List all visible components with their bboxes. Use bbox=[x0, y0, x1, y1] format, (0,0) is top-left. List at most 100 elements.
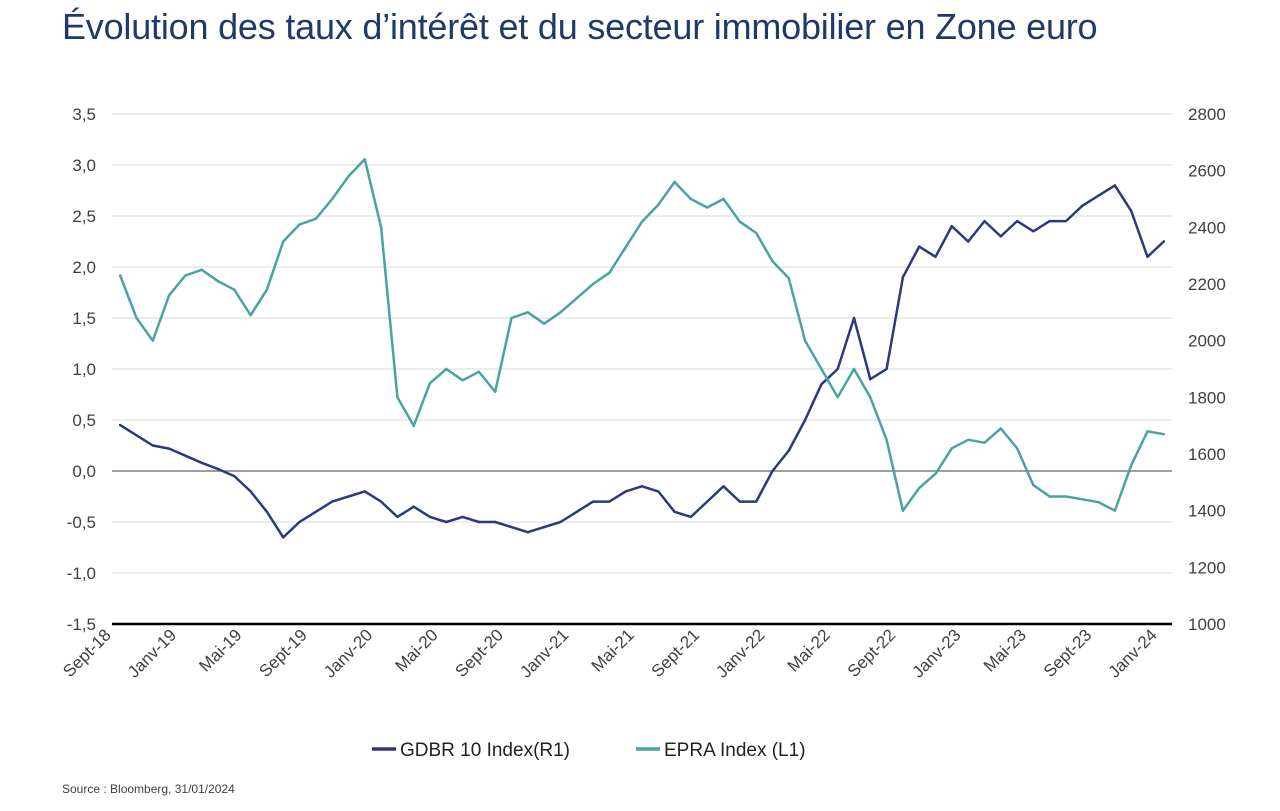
data-point bbox=[934, 472, 937, 475]
data-point bbox=[1081, 498, 1084, 501]
data-point bbox=[510, 525, 513, 529]
data-point bbox=[298, 520, 301, 524]
data-point bbox=[151, 444, 154, 447]
x-tick-label: Janv-21 bbox=[516, 625, 572, 681]
data-point bbox=[657, 203, 660, 206]
x-tick-label: Janv-24 bbox=[1105, 625, 1161, 681]
data-point bbox=[967, 240, 970, 243]
series-line bbox=[118, 184, 1166, 539]
data-point bbox=[249, 490, 252, 493]
data-point bbox=[967, 438, 970, 441]
data-point bbox=[722, 197, 725, 201]
data-point bbox=[640, 485, 644, 488]
data-point bbox=[461, 379, 464, 382]
y-right-tick-label: 1400 bbox=[1188, 502, 1226, 521]
legend: GDBR 10 Index(R1) EPRA Index (L1) bbox=[372, 740, 806, 761]
data-point bbox=[787, 277, 790, 280]
data-point bbox=[787, 449, 790, 452]
series-gdbr-10 bbox=[118, 184, 1166, 539]
x-tick-label: Sept-19 bbox=[255, 625, 311, 681]
data-point bbox=[950, 225, 953, 228]
data-point bbox=[543, 322, 546, 325]
data-point bbox=[477, 370, 481, 373]
x-tick-label: Sept-22 bbox=[844, 625, 900, 681]
x-tick-label: Mai-20 bbox=[392, 625, 442, 675]
data-point bbox=[216, 280, 220, 283]
data-point bbox=[934, 255, 937, 258]
data-point bbox=[591, 282, 595, 286]
data-point bbox=[1015, 447, 1019, 450]
data-point bbox=[233, 474, 236, 478]
data-point bbox=[298, 223, 301, 226]
chart-title: Évolution des taux d’intérêt et du secte… bbox=[62, 6, 1098, 47]
y-right-tick-label: 2800 bbox=[1188, 105, 1226, 124]
data-point bbox=[852, 367, 856, 371]
y-left-tick-label: 2,5 bbox=[72, 207, 96, 226]
data-point bbox=[526, 531, 529, 534]
data-point bbox=[836, 396, 839, 399]
data-point bbox=[869, 396, 872, 399]
data-point bbox=[379, 226, 383, 229]
data-point bbox=[999, 427, 1002, 430]
data-point bbox=[347, 495, 350, 498]
y-right-tick-label: 1000 bbox=[1188, 615, 1226, 634]
data-point bbox=[1130, 464, 1133, 467]
data-point bbox=[494, 520, 497, 524]
legend-label: GDBR 10 Index(R1) bbox=[400, 740, 570, 761]
data-point bbox=[151, 339, 154, 342]
data-point bbox=[820, 367, 823, 371]
x-tick-label: Janv-19 bbox=[124, 625, 180, 681]
y-left-tick-label: 0,5 bbox=[72, 411, 96, 430]
y-right-tick-label: 1600 bbox=[1188, 445, 1226, 464]
data-point bbox=[477, 520, 481, 524]
data-point bbox=[1032, 230, 1035, 233]
gridlines bbox=[112, 113, 1172, 626]
data-point bbox=[885, 438, 888, 441]
y-right-tick-label: 1200 bbox=[1188, 558, 1226, 577]
data-point bbox=[233, 288, 236, 291]
data-point bbox=[918, 486, 921, 490]
data-point bbox=[412, 505, 415, 508]
data-point bbox=[624, 246, 627, 249]
data-point bbox=[119, 423, 122, 427]
data-point bbox=[950, 447, 953, 450]
data-point bbox=[738, 500, 741, 503]
x-tick-label: Janv-20 bbox=[320, 625, 376, 681]
data-point bbox=[1113, 509, 1117, 512]
legend-label: EPRA Index (L1) bbox=[664, 740, 806, 761]
data-point bbox=[1113, 184, 1117, 187]
data-point bbox=[282, 536, 285, 539]
data-point bbox=[575, 297, 578, 300]
data-point bbox=[901, 509, 905, 512]
x-tick-label: Janv-22 bbox=[712, 625, 768, 681]
data-point bbox=[771, 469, 774, 473]
data-point bbox=[1146, 430, 1149, 433]
y-left-tick-label: -0,5 bbox=[67, 513, 96, 532]
y-left-tick-label: 3,5 bbox=[72, 105, 96, 124]
data-point bbox=[755, 231, 758, 235]
data-point bbox=[608, 271, 611, 274]
data-point bbox=[1097, 501, 1100, 504]
data-point bbox=[869, 378, 872, 381]
data-point bbox=[738, 220, 741, 223]
y-left-tick-label: 1,5 bbox=[72, 309, 96, 328]
data-point bbox=[999, 235, 1002, 238]
data-point bbox=[167, 294, 171, 297]
data-point bbox=[265, 288, 269, 291]
data-point bbox=[396, 396, 399, 399]
data-point bbox=[1097, 194, 1100, 197]
data-point bbox=[135, 316, 138, 320]
data-point bbox=[885, 367, 888, 371]
x-tick-label: Mai-23 bbox=[980, 625, 1030, 675]
data-point bbox=[412, 424, 415, 427]
data-point bbox=[282, 240, 285, 243]
data-point bbox=[852, 316, 856, 320]
data-point bbox=[689, 515, 693, 519]
data-point bbox=[526, 311, 529, 314]
data-point bbox=[249, 314, 252, 317]
data-point bbox=[314, 510, 317, 513]
data-point bbox=[803, 418, 807, 422]
data-point bbox=[624, 490, 627, 493]
data-point bbox=[1081, 204, 1084, 207]
data-point bbox=[591, 500, 595, 503]
